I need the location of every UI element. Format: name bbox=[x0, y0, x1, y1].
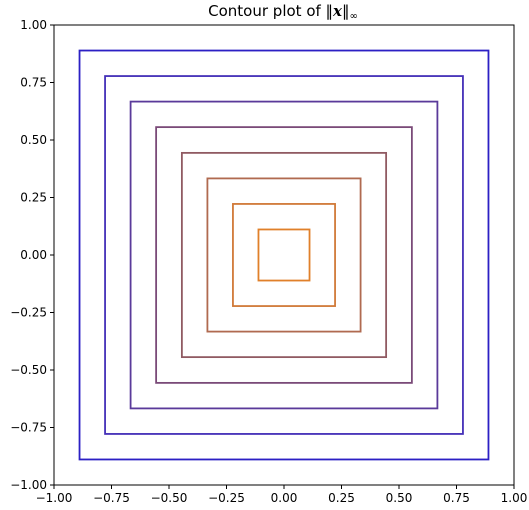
x-tick-label: 0.50 bbox=[386, 491, 413, 505]
x-tick-label: −0.75 bbox=[93, 491, 130, 505]
y-tick-label: −0.25 bbox=[10, 306, 47, 320]
axes: −1.00 −0.75 −0.50 −0.25 0.00 0.25 0.50 0.75 1.00… bbox=[10, 18, 527, 505]
contour-lines bbox=[78, 49, 490, 461]
plot-frame bbox=[53, 24, 515, 486]
y-tick-label: 1.00 bbox=[20, 18, 47, 32]
y-tick-label: 0.50 bbox=[20, 133, 47, 147]
contour-level-7 bbox=[104, 75, 464, 435]
contour-level-1 bbox=[257, 228, 311, 282]
contour-level-4 bbox=[180, 151, 388, 359]
chart-title-prefix: Contour plot of bbox=[208, 2, 325, 20]
contour-level-2 bbox=[232, 203, 336, 307]
x-tick-label: −0.25 bbox=[208, 491, 245, 505]
x-tick-label: 0.75 bbox=[443, 491, 470, 505]
x-tick-label: 0.00 bbox=[271, 491, 298, 505]
y-tick-label: 0.00 bbox=[20, 248, 47, 262]
y-tick-label: −0.50 bbox=[10, 363, 47, 377]
y-tick-label: 0.25 bbox=[20, 191, 47, 205]
y-tick-label: −0.75 bbox=[10, 421, 47, 435]
chart-title-subscript: ∞ bbox=[350, 11, 358, 22]
chart-title: Contour plot of ‖x‖∞ bbox=[208, 2, 358, 22]
x-tick-label: −1.00 bbox=[36, 491, 73, 505]
contour-level-3 bbox=[206, 177, 362, 333]
y-tick-label: 0.75 bbox=[20, 76, 47, 90]
chart-title-variable: x bbox=[332, 2, 343, 20]
x-tick-label: 1.00 bbox=[501, 491, 528, 505]
chart-title-norm-open: ‖ bbox=[326, 2, 334, 20]
contour-level-5 bbox=[155, 126, 413, 384]
x-tick-label: −0.50 bbox=[151, 491, 188, 505]
chart-title-norm-close: ‖ bbox=[342, 2, 350, 20]
x-tick-label: 0.25 bbox=[328, 491, 355, 505]
contour-level-8 bbox=[78, 49, 490, 461]
y-tick-label: −1.00 bbox=[10, 478, 47, 492]
contour-level-6 bbox=[129, 100, 439, 410]
